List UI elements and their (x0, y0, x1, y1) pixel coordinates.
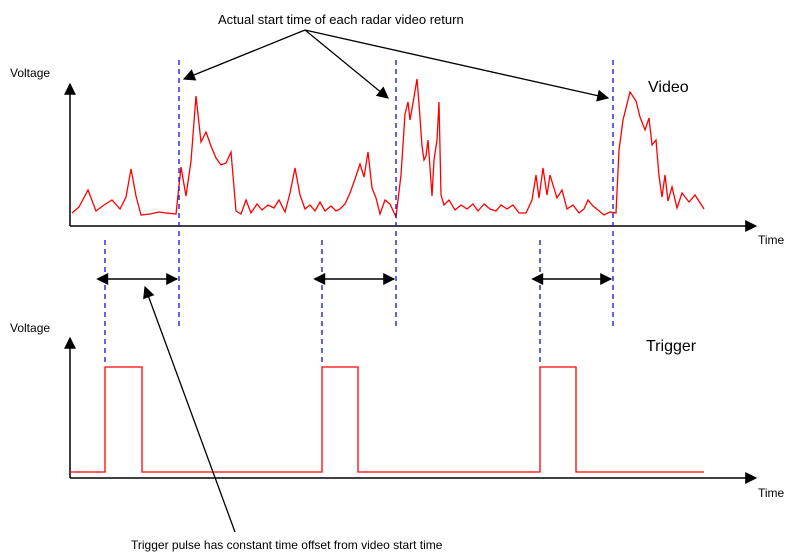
annotation-start-time: Actual start time of each radar video re… (218, 12, 464, 27)
annotation-offset: Trigger pulse has constant time offset f… (131, 538, 443, 552)
trigger-signal (70, 366, 704, 473)
video-ylabel: Voltage (10, 66, 50, 80)
video-title: Video (648, 79, 689, 96)
annotation-arrow-1 (182, 29, 306, 81)
trigger-title: Trigger (646, 338, 697, 355)
video-xlabel: Time (758, 233, 785, 247)
annotation-arrow-3 (304, 29, 610, 102)
annotation-arrow-offset (143, 285, 236, 533)
alignment-markers (104, 60, 614, 366)
trigger-ylabel: Voltage (10, 321, 50, 335)
annotation-arrow-2 (304, 29, 389, 99)
trigger-xlabel: Time (758, 486, 785, 500)
video-signal (71, 78, 705, 220)
